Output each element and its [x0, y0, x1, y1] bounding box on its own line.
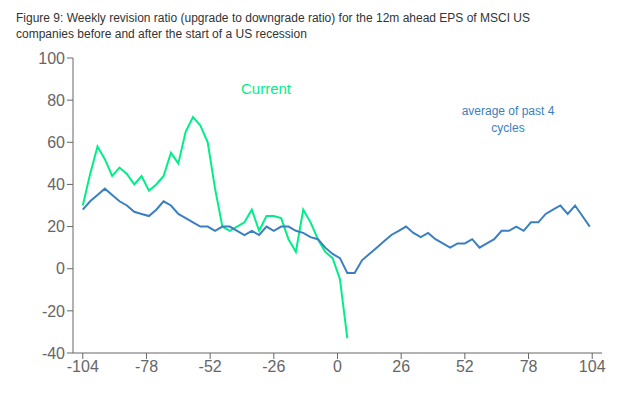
html-text:Current: Current: [241, 79, 291, 97]
svg-text:0: 0: [333, 358, 342, 375]
html-text:cycles: cycles: [491, 121, 525, 135]
svg-text:60: 60: [47, 134, 65, 151]
html-text:Figure 9: Weekly revision rati: Figure 9: Weekly revision ratio (upgrade…: [16, 11, 530, 25]
html-text:average of past 4: average of past 4: [461, 104, 555, 119]
svg-text:78: 78: [520, 358, 538, 375]
svg-text:-26: -26: [262, 358, 285, 375]
svg-text:-52: -52: [199, 358, 222, 375]
svg-text:80: 80: [47, 92, 65, 109]
svg-text:-104: -104: [67, 358, 99, 375]
svg-text:0: 0: [56, 260, 65, 277]
svg-text:52: 52: [456, 358, 474, 375]
svg-text:40: 40: [47, 176, 65, 193]
svg-text:20: 20: [47, 218, 65, 235]
html-text:companies before and after the: companies before and after the start of …: [16, 27, 307, 41]
svg-text:-78: -78: [135, 358, 158, 375]
svg-text:100: 100: [38, 50, 65, 67]
svg-text:-40: -40: [42, 345, 65, 362]
svg-text:104: 104: [579, 358, 606, 375]
svg-text:-20: -20: [42, 303, 65, 320]
svg-text:26: 26: [392, 358, 410, 375]
